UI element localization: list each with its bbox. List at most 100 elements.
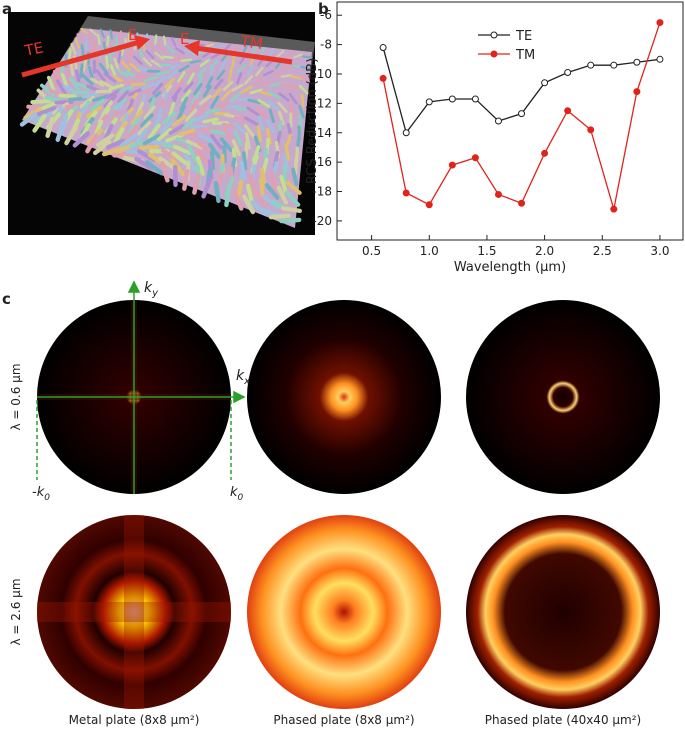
nanorod [151, 115, 162, 132]
nanorod [252, 76, 263, 87]
nanorod [55, 79, 67, 95]
nanorod [58, 93, 77, 99]
nanorod [199, 58, 210, 68]
nanorod [293, 53, 304, 59]
x-tick-label: 0.5 [362, 244, 381, 258]
nanorod [185, 108, 198, 122]
nanorod [233, 122, 247, 135]
data-point [425, 201, 433, 209]
arrow-head [127, 280, 141, 293]
data-point [494, 117, 502, 125]
nanorod [256, 125, 262, 142]
nanorod [216, 69, 226, 81]
nanorod [189, 98, 198, 114]
nanorod [259, 47, 266, 57]
nanorod [210, 52, 221, 59]
nanorod [132, 55, 143, 66]
nanorod [99, 28, 106, 39]
nanorod [116, 90, 130, 104]
nanorod [243, 74, 254, 85]
nanorod [159, 63, 172, 67]
nanorod [284, 143, 291, 161]
legend-label: TE [515, 29, 532, 44]
nanorod [181, 117, 196, 131]
x-tick-label: 1.5 [477, 244, 496, 258]
nanorod [244, 132, 251, 150]
data-point [518, 199, 526, 207]
nanorod [68, 76, 81, 91]
nanorod [293, 156, 299, 176]
metasurface-render [8, 12, 315, 235]
far-field-map [466, 300, 660, 494]
nanorod [154, 51, 165, 61]
y-tick-label: -18 [312, 185, 332, 199]
nanorod [301, 55, 313, 59]
nanorod [211, 87, 222, 99]
nanorod [117, 50, 122, 64]
nanorod [183, 81, 194, 93]
nanorod [210, 134, 223, 150]
nanorod [119, 133, 138, 148]
nanorod [197, 73, 204, 87]
nanorod [82, 57, 88, 72]
chart: RCS Reduction (dB) Wavelength (μm) -20 -1… [305, 1, 684, 275]
nanorod [46, 75, 56, 93]
nanorod [121, 80, 137, 84]
x-tick-label: 2.0 [535, 244, 554, 258]
nanorod [106, 35, 110, 47]
nanorod [118, 30, 122, 41]
k0-label: 0 [238, 493, 244, 503]
nanorod [81, 73, 94, 86]
nanorod [178, 64, 190, 73]
nanorod [201, 177, 213, 199]
data-point [633, 88, 641, 96]
nanorod [150, 59, 162, 68]
nanorod [210, 95, 220, 109]
nanorod [170, 36, 177, 47]
nanorod [95, 133, 115, 148]
nanorod [64, 101, 84, 110]
nanorod [236, 72, 243, 85]
nanorod [126, 52, 131, 65]
nanorod [170, 158, 186, 177]
nanorod [288, 84, 301, 92]
nanorod [261, 194, 280, 210]
y-tick-label: -14 [312, 126, 332, 140]
column-label: Phased plate (8x8 μm²) [273, 713, 414, 727]
nanorod [158, 156, 177, 171]
nanorod [177, 128, 196, 137]
arrow [21, 39, 141, 78]
nanorod [140, 113, 154, 128]
nanorod [192, 173, 201, 195]
kx-label: x [243, 376, 250, 387]
nanorod [250, 46, 257, 56]
nanorod [64, 125, 78, 146]
nanorod [253, 189, 268, 208]
nanorod [220, 89, 232, 101]
nanorod [108, 83, 125, 91]
nanorod [168, 63, 181, 71]
nanorod [298, 84, 309, 95]
nanorod [160, 148, 179, 162]
nanorod [69, 61, 75, 77]
nanorod [195, 148, 210, 166]
nanorod [284, 51, 294, 59]
kx-label: k [236, 368, 245, 384]
nanorod [197, 102, 209, 116]
nanorod [195, 155, 205, 176]
nanorod [127, 31, 131, 42]
nanorod [285, 180, 302, 195]
nanorod [115, 36, 119, 48]
nanorod [284, 190, 301, 207]
nanorod [205, 76, 214, 89]
far-field-map [247, 300, 441, 494]
nanorod [103, 72, 117, 83]
nanorod [105, 88, 121, 100]
nanorod [202, 84, 212, 98]
nanorod [186, 72, 195, 85]
data-point [633, 58, 641, 66]
y-tick-label: -16 [312, 155, 332, 169]
nanorod [166, 45, 176, 54]
nanorod [84, 38, 88, 51]
legend-marker [490, 50, 498, 58]
